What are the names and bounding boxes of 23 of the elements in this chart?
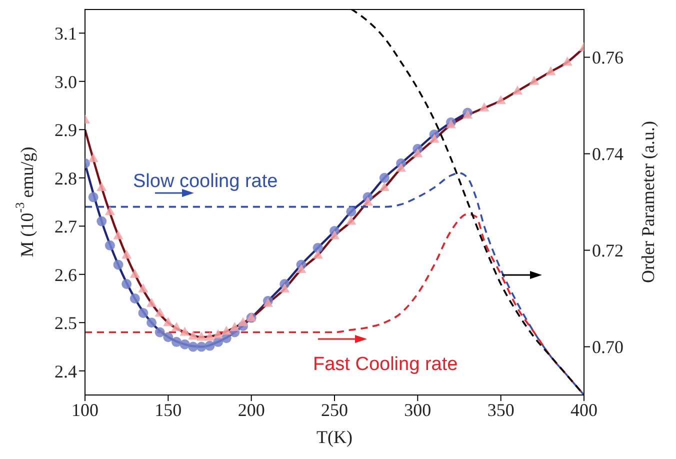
y-tick-label: 2.5 bbox=[54, 313, 77, 334]
y-tick-label: 2.7 bbox=[54, 216, 77, 237]
y-tick-label: 2.9 bbox=[54, 120, 77, 140]
y2-tick-label: 0.74 bbox=[592, 144, 624, 164]
y-tick-label: 2.6 bbox=[54, 264, 77, 285]
y-tick-label: 3.1 bbox=[54, 24, 77, 44]
x-tick-label: 400 bbox=[570, 400, 598, 420]
y2-tick-label: 0.72 bbox=[592, 240, 624, 261]
y-tick-label: 2.8 bbox=[54, 168, 77, 188]
x-tick-label: 150 bbox=[154, 400, 182, 420]
y-tick-label: 2.4 bbox=[54, 361, 77, 382]
x-tick-label: 350 bbox=[487, 400, 514, 420]
y-tick-label: 3.0 bbox=[54, 72, 77, 92]
annotation: Slow cooling rate bbox=[133, 171, 278, 192]
x-axis-title: T(K) bbox=[316, 427, 352, 447]
y2-tick-label: 0.70 bbox=[592, 337, 624, 358]
x-tick-label: 300 bbox=[404, 400, 432, 420]
y2-tick-label: 0.76 bbox=[592, 48, 624, 68]
x-tick-label: 250 bbox=[321, 400, 348, 420]
y2-axis-title: Order Parameter (a.u.) bbox=[638, 121, 658, 283]
x-tick-label: 100 bbox=[72, 400, 98, 420]
x-tick-label: 200 bbox=[238, 400, 265, 420]
annotation: Fast Cooling rate bbox=[313, 354, 458, 375]
